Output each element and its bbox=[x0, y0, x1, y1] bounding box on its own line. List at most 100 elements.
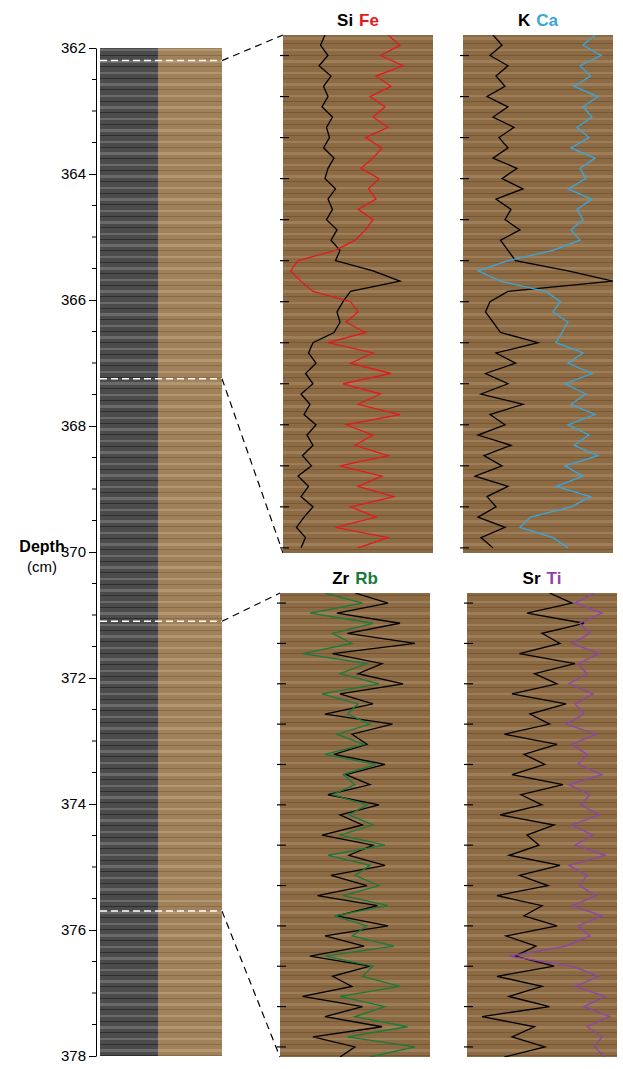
tick: 366 bbox=[61, 291, 96, 308]
tick-mark bbox=[89, 300, 96, 301]
panel-tick bbox=[277, 764, 286, 765]
tick-mark bbox=[89, 426, 96, 427]
panel-tick bbox=[280, 547, 289, 548]
panel-tick bbox=[280, 465, 289, 466]
tick-label: 378 bbox=[61, 1047, 86, 1064]
panel-tick bbox=[464, 724, 473, 725]
section: Zr Rb SrTi bbox=[100, 569, 617, 1057]
panel-tick bbox=[277, 925, 286, 926]
panel-background bbox=[283, 35, 433, 553]
minor-tick bbox=[92, 363, 96, 364]
minor-tick bbox=[92, 111, 96, 112]
depth-axis: 362364366368370372374376378 bbox=[61, 39, 97, 1064]
minor-tick bbox=[92, 709, 96, 710]
tick: 362 bbox=[61, 39, 96, 56]
panel-tick bbox=[280, 137, 289, 138]
curves bbox=[475, 35, 613, 548]
panel-tick bbox=[460, 178, 469, 179]
panel-tick bbox=[460, 547, 469, 548]
tick-label: 374 bbox=[61, 795, 86, 812]
tick-mark bbox=[89, 1056, 96, 1057]
curves bbox=[482, 593, 610, 1057]
panel-tick bbox=[280, 424, 289, 425]
panel-title-element: Fe bbox=[359, 11, 379, 30]
panel: Zr Rb bbox=[277, 569, 430, 1057]
tick: 374 bbox=[61, 795, 96, 812]
leader-line bbox=[222, 911, 280, 1057]
minor-tick bbox=[92, 772, 96, 773]
tick-label: 362 bbox=[61, 39, 86, 56]
panel-tick bbox=[277, 885, 286, 886]
panel: Si Fe bbox=[280, 11, 433, 553]
panel-tick bbox=[464, 804, 473, 805]
panel-tick bbox=[280, 96, 289, 97]
panel-tick bbox=[464, 885, 473, 886]
minor-tick bbox=[92, 1024, 96, 1025]
leader-line bbox=[222, 593, 280, 621]
minor-tick bbox=[92, 646, 96, 647]
minor-tick bbox=[92, 741, 96, 742]
tick-mark bbox=[89, 930, 96, 931]
tick-mark bbox=[89, 174, 96, 175]
panel-title-element: Zr bbox=[332, 569, 349, 588]
panel-title-element: Rb bbox=[355, 569, 378, 588]
minor-tick bbox=[92, 237, 96, 238]
panel-title: Zr Rb bbox=[332, 569, 378, 588]
panel-tick bbox=[280, 383, 289, 384]
panel-tick bbox=[460, 465, 469, 466]
panel: KCa bbox=[460, 11, 613, 553]
panel-tick bbox=[464, 683, 473, 684]
tick-mark bbox=[89, 48, 96, 49]
panel-tick bbox=[277, 1006, 286, 1007]
tick: 376 bbox=[61, 921, 96, 938]
panel-tick bbox=[460, 219, 469, 220]
curves bbox=[291, 35, 404, 548]
panel-tick bbox=[464, 1046, 473, 1047]
minor-tick bbox=[92, 615, 96, 616]
axis-line bbox=[96, 49, 97, 1057]
panel-tick bbox=[280, 260, 289, 261]
tick-mark bbox=[89, 804, 96, 805]
panel-background bbox=[467, 593, 617, 1057]
xray-core bbox=[100, 48, 158, 1056]
section: Si Fe KCa bbox=[100, 11, 613, 553]
minor-tick bbox=[92, 489, 96, 490]
minor-ticks bbox=[92, 80, 96, 1025]
tick-label: 366 bbox=[61, 291, 86, 308]
section-marker bbox=[100, 621, 222, 623]
figure: 362364366368370372374376378Depth(cm)SiFe… bbox=[0, 0, 623, 1069]
panel-tick bbox=[277, 845, 286, 846]
minor-tick bbox=[92, 961, 96, 962]
panel-tick bbox=[277, 804, 286, 805]
minor-tick bbox=[92, 993, 96, 994]
minor-tick bbox=[92, 142, 96, 143]
curves bbox=[303, 593, 416, 1057]
tick: 378 bbox=[61, 1047, 96, 1064]
panel-tick bbox=[280, 506, 289, 507]
panel-tick bbox=[277, 966, 286, 967]
tick-label: 368 bbox=[61, 417, 86, 434]
panel: SrTi bbox=[464, 569, 617, 1057]
tick-mark bbox=[89, 678, 96, 679]
tick-label: 372 bbox=[61, 669, 86, 686]
panel-tick bbox=[460, 96, 469, 97]
element-curve bbox=[475, 35, 613, 548]
panel-background bbox=[280, 593, 430, 1057]
panel-title-element: Si bbox=[337, 11, 353, 30]
tick-label: 370 bbox=[61, 543, 86, 560]
panel-tick bbox=[460, 137, 469, 138]
section-marker bbox=[100, 60, 222, 62]
panel-tick bbox=[464, 925, 473, 926]
panel-tick bbox=[464, 602, 473, 603]
element-curve bbox=[303, 593, 416, 1057]
panel-tick bbox=[280, 342, 289, 343]
minor-tick bbox=[92, 583, 96, 584]
panel-title-element: Ti bbox=[547, 569, 562, 588]
tick-label: 376 bbox=[61, 921, 86, 938]
panel-title-element: K bbox=[518, 11, 531, 30]
section-marker bbox=[100, 910, 222, 912]
panel-tick bbox=[280, 55, 289, 56]
leader-line bbox=[222, 35, 283, 61]
leader-line bbox=[222, 379, 283, 553]
tick: 372 bbox=[61, 669, 96, 686]
